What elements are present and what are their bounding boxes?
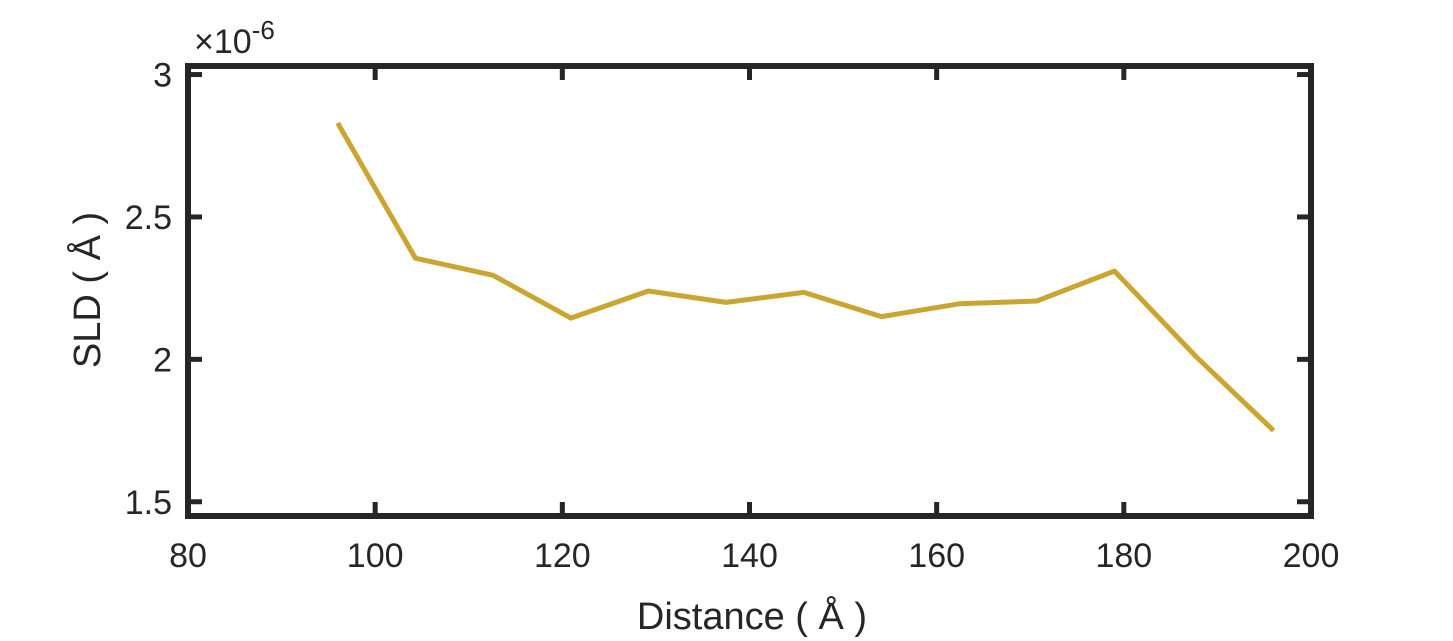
y-exponent-label: ×10-6: [194, 15, 275, 61]
y-tick-label: 2: [153, 341, 172, 379]
x-tick-label: 200: [1283, 537, 1340, 575]
y-tick-label: 3: [153, 57, 172, 95]
y-exponent-base: ×10: [194, 23, 252, 61]
y-tick-label: 2.5: [125, 199, 172, 237]
x-tick-label: 140: [721, 537, 778, 575]
y-axis-title: SLD ( Å ): [65, 212, 109, 368]
x-axis-title: Distance ( Å ): [637, 594, 867, 638]
x-tick-label: 160: [908, 537, 965, 575]
x-tick-label: 80: [169, 537, 207, 575]
plot-frame: [185, 63, 1314, 519]
y-tick-label: 1.5: [125, 484, 172, 522]
series-line-0: [335, 121, 1276, 433]
y-exponent-power: -6: [252, 15, 275, 45]
x-tick-label: 120: [534, 537, 591, 575]
plot-marks: [335, 121, 1276, 433]
x-tick-label: 180: [1095, 537, 1152, 575]
axis-ticks: 80 100 120 140 160 180 200 1.5 2 2.5 3: [125, 57, 1340, 575]
x-tick-label: 100: [347, 537, 404, 575]
